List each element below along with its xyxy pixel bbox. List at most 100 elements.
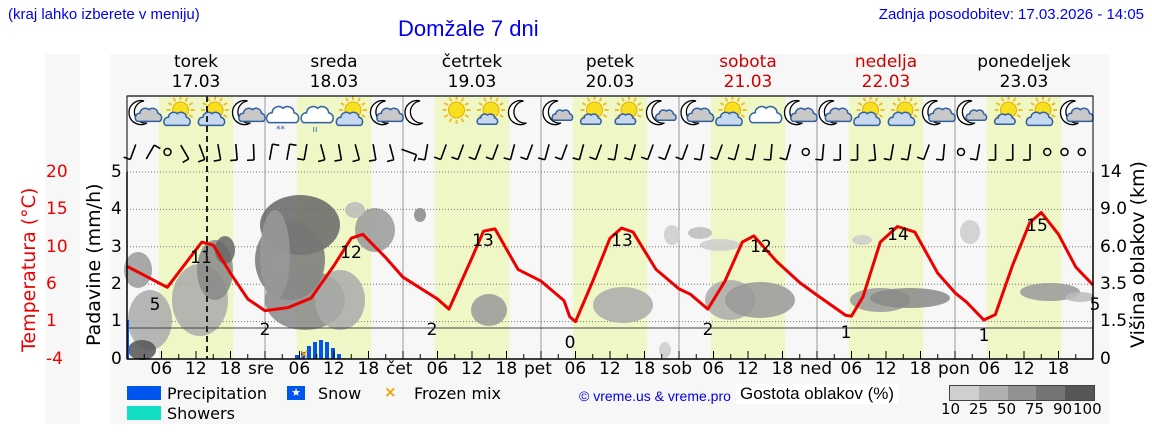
- temp-tick: -4: [46, 349, 63, 369]
- temp-extreme-label: 1: [841, 323, 852, 343]
- wind-barb-icon: [537, 144, 550, 161]
- x-hour-label: 18: [909, 359, 932, 379]
- x-hour-label: 12: [875, 359, 897, 379]
- wind-barb-icon: [386, 144, 395, 163]
- wind-barb-icon: [401, 148, 418, 162]
- day-header-1: sreda 18.03: [265, 52, 403, 92]
- sun-small-cloud-icon: [614, 96, 643, 125]
- night-partly-cloudy-icon: [128, 99, 163, 126]
- temp-extreme-label: 2: [703, 320, 714, 340]
- x-hour-label: 12: [185, 359, 207, 379]
- calm-wind-icon: [801, 147, 810, 157]
- x-hour-label: 12: [323, 359, 345, 379]
- temp-extreme-label: 15: [1026, 216, 1048, 236]
- wind-barb-icon: [468, 144, 482, 161]
- night-small-cloud-icon: [956, 99, 988, 126]
- temperature-axis-panel: [45, 54, 80, 424]
- sun-small-cloud-icon: [993, 96, 1023, 125]
- showers-swatch: [127, 406, 161, 420]
- night-partly-cloudy-icon: [369, 99, 404, 126]
- temp-tick: 6: [46, 274, 57, 294]
- day-name: sreda: [310, 52, 358, 72]
- wind-barb-icon: [969, 143, 981, 161]
- x-day-label: ned: [800, 359, 833, 379]
- day-date: 18.03: [309, 72, 359, 92]
- density-tick: 10: [941, 400, 961, 418]
- x-hour-label: 12: [1013, 359, 1035, 379]
- wind-barb-icon: [503, 144, 516, 161]
- sun-cloud-icon: [853, 96, 885, 127]
- wind-barb-icon: [675, 144, 689, 161]
- page-title: Domžale 7 dni: [398, 16, 539, 41]
- x-day-label: čet: [386, 359, 413, 379]
- sun-cloud-icon: [1025, 96, 1057, 127]
- density-tick: 100: [1073, 400, 1102, 418]
- svg-text:ıı: ıı: [313, 125, 318, 135]
- frozen-mix-legend-label: Frozen mix: [414, 384, 502, 403]
- wind-barb-icon: [833, 144, 842, 161]
- density-tick: 90: [1053, 400, 1073, 418]
- x-hour-label: 18: [633, 359, 656, 379]
- wind-barb-icon: [433, 144, 447, 161]
- svg-text:**: **: [276, 125, 286, 135]
- precip-tick: 1: [111, 311, 122, 331]
- wind-barb-icon: [417, 143, 429, 161]
- cloud-density-title: Gostota oblakov (%): [736, 384, 899, 404]
- copyright-link[interactable]: © vreme.us & vreme.pro: [579, 388, 731, 404]
- wind-barb-icon: [900, 143, 912, 161]
- temp-extreme-label: 2: [427, 320, 438, 340]
- day-name: četrtek: [441, 52, 503, 72]
- night-partly-cloudy-icon: [231, 99, 266, 126]
- location-hint: (kraj lahko izberete v meniju): [8, 6, 200, 23]
- wind-barb-icon: [745, 143, 757, 161]
- sun-cloud-icon: [197, 96, 229, 127]
- density-90: [1065, 386, 1094, 400]
- wind-barb-icon: [936, 143, 946, 161]
- last-update: Zadnja posodobitev: 17.03.2026 - 14:05: [878, 6, 1144, 23]
- temp-extreme-label: 13: [472, 231, 494, 251]
- wind-barb-icon: [197, 144, 206, 163]
- wind-barb-icon: [180, 144, 190, 164]
- day-header-4: sobota 21.03: [679, 52, 817, 92]
- precipitation-legend-label: Precipitation: [167, 384, 268, 403]
- sun-small-cloud-icon: [579, 96, 609, 125]
- temp-extreme-label: 1: [979, 326, 990, 346]
- wind-barbs: [123, 143, 1086, 164]
- frozen-mix-marker: ×: [299, 347, 309, 361]
- day-date: 17.03: [171, 72, 221, 92]
- cloud-density-blobs: [124, 195, 1095, 360]
- wind-barb-icon: [554, 144, 568, 161]
- density-tick: 50: [997, 400, 1017, 418]
- precipitation-swatch: [127, 386, 161, 400]
- night-partly-cloudy-icon: [783, 99, 818, 126]
- precip-tick: 3: [111, 237, 122, 257]
- wind-barb-icon: [1023, 144, 1031, 161]
- wind-barb-icon: [658, 144, 672, 161]
- night-clear-icon: [507, 99, 527, 126]
- wind-barb-icon: [850, 144, 859, 161]
- x-hour-label: 18: [1047, 359, 1070, 379]
- snow-cloud-icon: **: [265, 105, 300, 135]
- wind-barb-icon: [640, 144, 654, 161]
- night-partly-cloudy-icon: [818, 99, 853, 126]
- x-day-label: pon: [938, 359, 970, 379]
- wind-barb-icon: [268, 143, 280, 161]
- wind-barb-icon: [451, 144, 465, 161]
- temp-extreme-label: 12: [750, 237, 772, 257]
- temp-extreme-label: 2: [260, 320, 271, 340]
- wind-barb-icon: [297, 143, 308, 161]
- wind-barb-icon: [286, 143, 297, 161]
- night-partly-cloudy-icon: [680, 99, 715, 126]
- density-25: [978, 386, 1008, 400]
- x-hour-label: 12: [599, 359, 621, 379]
- density-10: [950, 386, 979, 400]
- wind-barb-icon: [624, 144, 637, 161]
- sun-cloud-icon: [887, 96, 919, 127]
- cloud-height-tick: 6.0: [1100, 237, 1128, 257]
- day-name: sobota: [719, 52, 777, 72]
- wind-barb-icon: [213, 143, 222, 162]
- day-name: petek: [585, 52, 635, 72]
- x-hour-label: 06: [840, 359, 863, 379]
- night-partly-cloudy-icon: [1059, 99, 1094, 126]
- wind-barb-icon: [709, 144, 723, 161]
